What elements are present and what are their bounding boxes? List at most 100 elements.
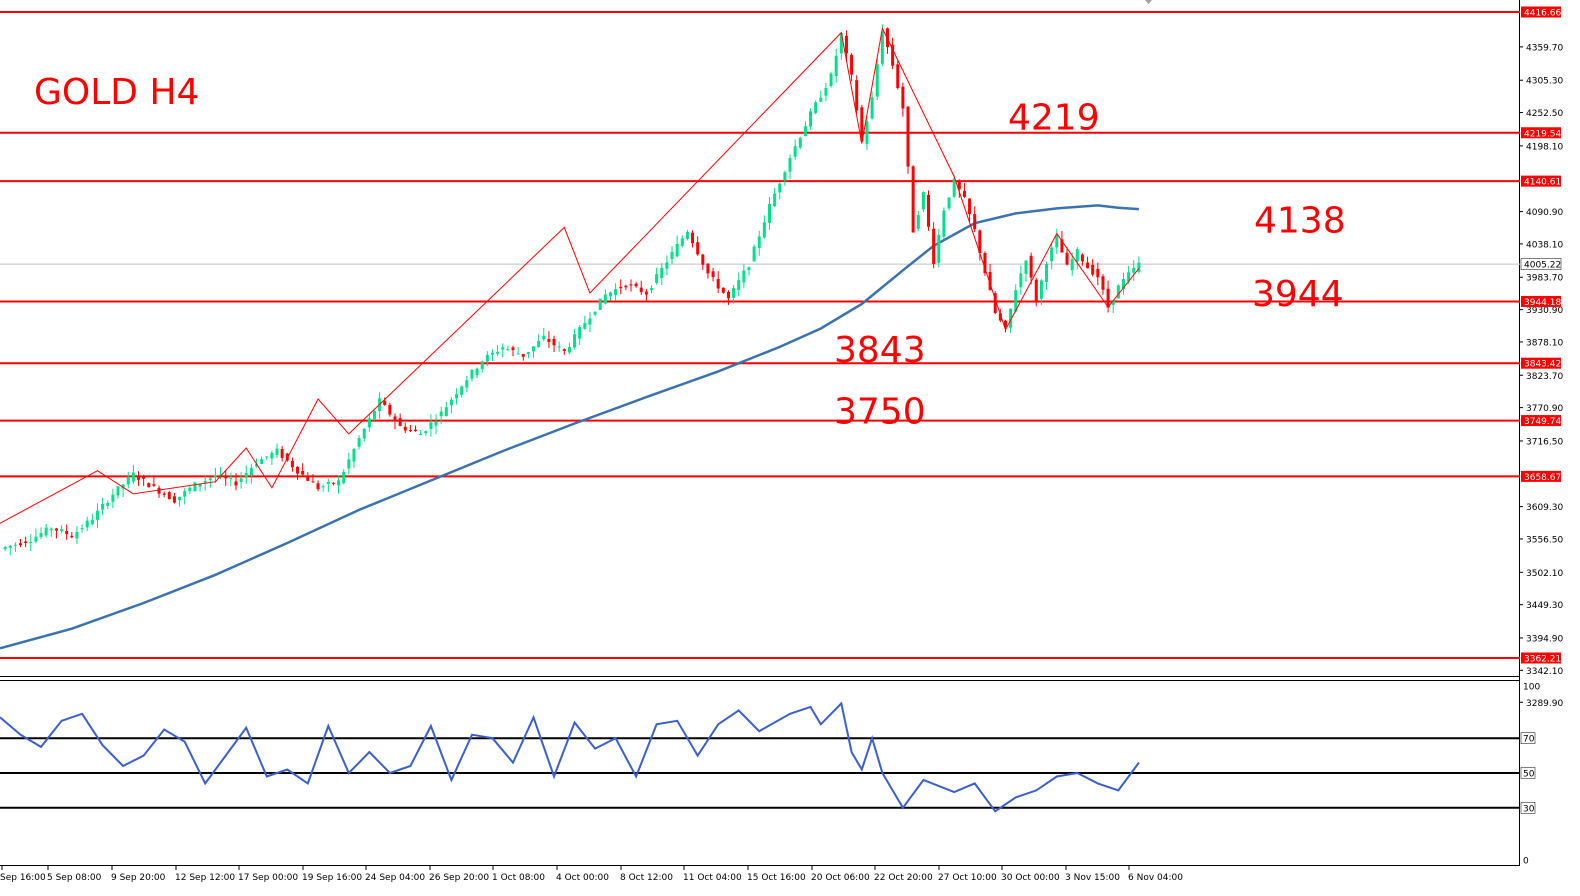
candle-body <box>440 412 443 417</box>
time-tick-label: Sep 16:00 <box>0 873 46 883</box>
candle-body <box>845 36 848 53</box>
candle-body <box>907 107 910 167</box>
candle-body <box>383 401 386 405</box>
candle-body <box>183 491 186 497</box>
time-tick-label: 27 Oct 10:00 <box>938 873 997 883</box>
candle-body <box>414 430 417 431</box>
time-tick-label: 3 Nov 15:00 <box>1065 873 1120 883</box>
candle-body <box>917 215 920 229</box>
candle-body <box>429 422 432 429</box>
candle-body <box>963 191 966 197</box>
candle-body <box>671 252 674 259</box>
candle-body <box>34 537 37 542</box>
candle-body <box>901 87 904 109</box>
time-tick-label: 6 Nov 04:00 <box>1128 873 1183 883</box>
candle-body <box>96 511 99 520</box>
candle-body <box>835 56 838 76</box>
candle-body <box>727 292 730 298</box>
candle-body <box>619 287 622 288</box>
candle-body <box>512 347 515 350</box>
candle-body <box>968 199 971 215</box>
level-price-tags: 4416.66 4219.54 4140.61 3944.18 3843.42 3749.… <box>1521 7 1561 665</box>
rsi-tick-label: 100 <box>1523 683 1540 693</box>
price-tick-label: 4252.50 <box>1526 109 1563 119</box>
candle-body <box>763 222 766 237</box>
candle-body <box>855 80 858 110</box>
candle-body <box>116 486 119 495</box>
candle-body <box>645 292 648 295</box>
candle-body <box>1076 249 1079 261</box>
price-tick-label: 3556.50 <box>1526 535 1563 545</box>
candle-body <box>665 262 668 268</box>
candle-body <box>424 431 427 433</box>
time-tick-label: 24 Sep 04:00 <box>365 873 425 883</box>
candle-body <box>368 418 371 427</box>
level-tag-label: 4140.61 <box>1524 178 1561 188</box>
candle-body <box>152 484 155 486</box>
candle-body <box>29 542 32 543</box>
candle-body <box>553 339 556 345</box>
candle-body <box>260 459 263 464</box>
candle-body <box>281 449 284 458</box>
price-tick-label: 3502.10 <box>1526 569 1563 579</box>
candle-body <box>240 478 243 482</box>
rsi-tick-label: 70 <box>1523 735 1535 745</box>
candle-body <box>1030 256 1033 278</box>
candle-body <box>799 138 802 148</box>
price-tick-label: 3823.70 <box>1526 372 1563 382</box>
candle-body <box>758 236 761 247</box>
time-tick-label: 26 Sep 20:00 <box>429 873 489 883</box>
candle-body <box>753 247 756 262</box>
candle-body <box>178 497 181 500</box>
candle-body <box>542 336 545 339</box>
candle-body <box>1081 255 1084 262</box>
candle-body <box>1086 263 1089 269</box>
candle-body <box>768 204 771 223</box>
candle-body <box>573 334 576 347</box>
candle-body <box>722 288 725 293</box>
level-tag-label: 4416.66 <box>1524 9 1561 19</box>
candle-body <box>173 496 176 502</box>
candle-body <box>1117 285 1120 298</box>
candle-body <box>296 467 299 474</box>
price-tick-label: 4305.30 <box>1526 77 1563 87</box>
candle-body <box>342 472 345 483</box>
time-tick-label: 8 Oct 12:00 <box>620 873 673 883</box>
candle-body <box>640 288 643 292</box>
candle-body <box>1096 269 1099 277</box>
candle-body <box>142 477 145 479</box>
candle-body <box>75 532 78 539</box>
candle-body <box>814 102 817 113</box>
candle-body <box>404 427 407 431</box>
candle-body <box>127 477 130 484</box>
rsi-axis: 100 70 50 30 0 <box>1521 683 1540 867</box>
time-tick-label: 1 Oct 08:00 <box>492 873 545 883</box>
candle-body <box>922 192 925 209</box>
price-tick-label: 3609.30 <box>1526 503 1563 513</box>
candle-body <box>245 473 248 478</box>
candle-body <box>1066 253 1069 265</box>
candle-body <box>306 476 309 481</box>
price-tick-label: 3289.90 <box>1526 699 1563 709</box>
candle-body <box>789 158 792 171</box>
candle-body <box>517 354 520 355</box>
candle-body <box>358 438 361 447</box>
candle-body <box>234 481 237 485</box>
candle-body <box>927 195 930 227</box>
candle-body <box>322 486 325 487</box>
candle-body <box>137 477 140 480</box>
candle-body <box>1071 259 1074 270</box>
candle-body <box>537 341 540 347</box>
candle-body <box>409 430 412 431</box>
candle-body <box>563 349 566 351</box>
candle-body <box>804 126 807 136</box>
candle-body <box>265 456 268 457</box>
candle-body <box>450 400 453 405</box>
candle-body <box>660 268 663 278</box>
candle-body <box>732 288 735 298</box>
candle-body <box>742 271 745 283</box>
candle-body <box>50 529 53 531</box>
candle-body <box>91 520 94 524</box>
candle-body <box>332 483 335 484</box>
price-tick-label: 3449.30 <box>1526 601 1563 611</box>
